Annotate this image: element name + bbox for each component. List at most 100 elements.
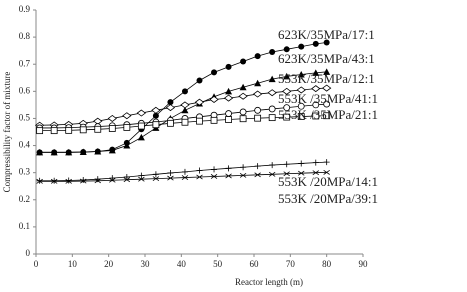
marker (181, 88, 188, 95)
marker (94, 178, 101, 184)
series-label: 623K/35MPa/43:1 (278, 51, 375, 66)
marker (238, 92, 248, 100)
marker (298, 170, 305, 176)
marker (254, 114, 262, 122)
marker (239, 83, 247, 91)
marker (152, 121, 160, 129)
marker (138, 176, 145, 182)
y-tick-label: 0.8 (19, 31, 31, 41)
marker (167, 99, 174, 106)
x-tick-label: 10 (68, 259, 78, 269)
marker (181, 175, 189, 180)
marker (138, 172, 145, 179)
marker (323, 68, 331, 75)
marker (194, 98, 205, 106)
marker (225, 116, 232, 123)
x-tick-label: 20 (104, 259, 114, 269)
series (36, 159, 330, 184)
marker (268, 114, 276, 122)
marker (137, 133, 145, 141)
marker (65, 126, 73, 134)
series (36, 112, 331, 135)
marker (323, 159, 330, 166)
marker (312, 170, 319, 176)
marker (312, 159, 319, 166)
marker (297, 102, 305, 110)
marker (108, 146, 116, 154)
marker (298, 43, 305, 50)
marker (181, 118, 189, 126)
marker (167, 175, 174, 181)
marker (297, 71, 305, 78)
marker (123, 174, 130, 181)
marker (240, 58, 247, 65)
marker (322, 84, 332, 92)
marker (254, 53, 261, 60)
marker (283, 104, 291, 111)
x-tick-label: 70 (286, 259, 296, 269)
marker (225, 110, 232, 117)
marker (167, 169, 174, 176)
marker (225, 173, 232, 179)
marker (122, 112, 132, 120)
marker (151, 106, 161, 114)
y-tick-label: 0.7 (19, 58, 31, 68)
marker (123, 123, 131, 131)
series-label: 553K/35MPa/12:1 (278, 71, 375, 86)
marker (269, 162, 276, 169)
series-label: 623K/35MPa/17:1 (278, 27, 375, 42)
marker (181, 106, 189, 114)
marker (298, 160, 305, 167)
marker (209, 95, 219, 103)
marker (109, 177, 116, 183)
marker (211, 69, 218, 76)
marker (210, 116, 218, 124)
marker (196, 77, 203, 84)
marker (225, 165, 232, 172)
marker (137, 122, 145, 130)
marker (323, 169, 330, 175)
marker (239, 108, 247, 116)
marker (65, 148, 73, 156)
marker (283, 72, 291, 80)
series-label: 553K /20MPa/14:1 (278, 174, 378, 189)
marker (136, 109, 147, 117)
marker (94, 148, 102, 155)
marker (36, 178, 43, 184)
y-axis-label: Compressibility factor of mixture (2, 72, 12, 193)
marker (268, 75, 276, 83)
marker (123, 142, 131, 149)
x-tick-label: 80 (322, 259, 332, 269)
marker (196, 117, 203, 125)
marker (268, 171, 276, 177)
marker (254, 106, 262, 114)
x-tick-label: 50 (213, 259, 223, 269)
x-tick-label: 40 (177, 259, 187, 269)
y-tick-label: 0.4 (19, 140, 31, 150)
marker (65, 178, 72, 184)
marker (36, 148, 44, 156)
x-tick-label: 0 (34, 259, 39, 269)
marker (211, 166, 218, 173)
marker (252, 90, 263, 98)
series-label: 553K /35MPa/41:1 (278, 91, 378, 106)
series-label: 553K /35MPa/21:1 (278, 107, 378, 122)
marker (79, 148, 87, 156)
marker (283, 113, 291, 121)
marker (50, 148, 58, 156)
marker (312, 101, 320, 109)
marker (297, 113, 305, 120)
marker (283, 171, 290, 177)
marker (123, 177, 131, 183)
y-tick-label: 0.6 (19, 85, 31, 95)
marker (240, 164, 247, 171)
marker (225, 87, 233, 95)
marker (51, 177, 58, 184)
marker (225, 63, 232, 70)
marker (50, 178, 58, 184)
x-tick-label: 30 (141, 259, 151, 269)
marker (36, 127, 44, 135)
marker (323, 100, 331, 108)
marker (152, 112, 159, 119)
